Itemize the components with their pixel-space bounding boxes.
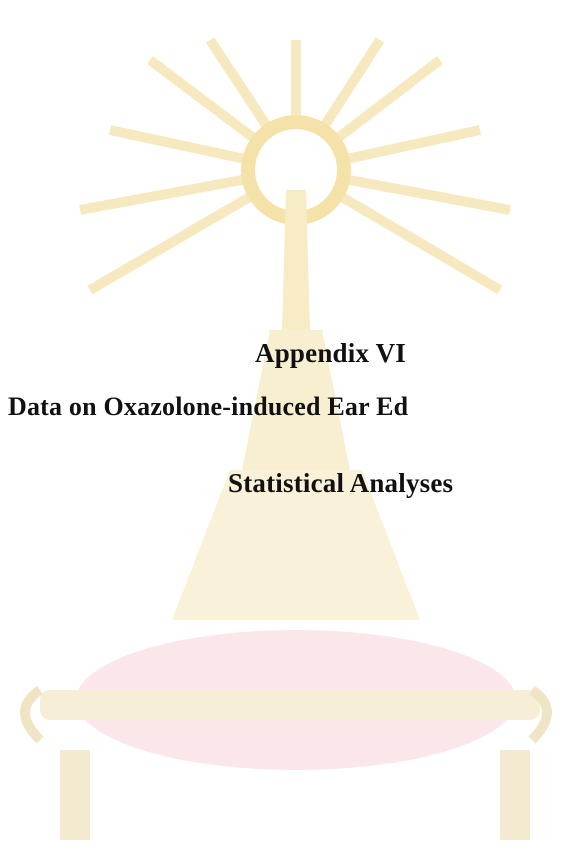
page: {"document": {"heading": "Appendix VI", …	[0, 0, 572, 853]
heading: Appendix VI	[255, 338, 406, 369]
watermark	[0, 0, 572, 853]
subtitle: Statistical Analyses	[228, 468, 453, 499]
title-line: Data on Oxazolone-induced Ear Ed	[8, 392, 408, 422]
